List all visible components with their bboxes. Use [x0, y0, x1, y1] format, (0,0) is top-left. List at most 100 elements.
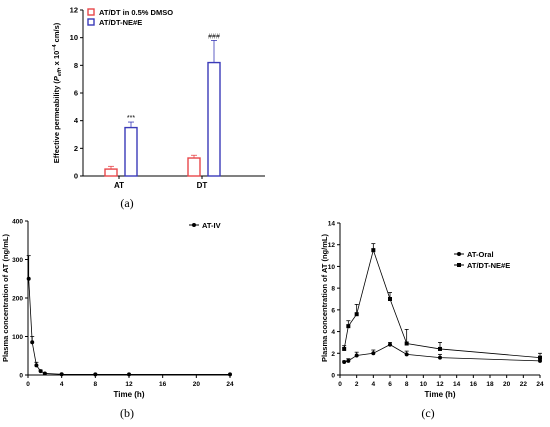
panel-c-ytick-label-2: 4 [331, 329, 335, 336]
bar-at-s1 [124, 126, 138, 177]
panel-a-xtick-label-1: DT [197, 181, 208, 190]
panel-b-xtick-label-0: 0 [26, 381, 30, 388]
panel-b-series-0-point-3 [38, 369, 43, 374]
panel-b-series-0-point-4 [42, 371, 47, 376]
panel-a-legend: AT/DT in 0.5% DMSO AT/DT-NE#E [87, 8, 173, 27]
panel-c-series-1-point-1 [346, 324, 351, 329]
panel-b-xtick-label-2: 8 [94, 381, 98, 388]
panel-a-ylabel: Effective permeability (Peff, x 10−4 cm/… [52, 22, 63, 163]
panel-c-xlabel: Time (h) [425, 390, 456, 399]
legend-label-dmso: AT/DT in 0.5% DMSO [99, 8, 173, 17]
legend-swatch-ne [87, 18, 95, 26]
panel-c-series-0-point-4 [388, 342, 392, 347]
panel-c-xtick-label-8: 16 [470, 381, 478, 388]
legend-label-at-oral: AT-Oral [467, 250, 494, 259]
panel-a: 0 2 4 6 8 10 12 AT DT *** ### Effective permeabil… [52, 6, 265, 210]
panel-c-ytick-label-7: 14 [328, 221, 336, 228]
panel-c-xtick-label-9: 18 [486, 381, 494, 388]
panel-c-series-0-point-5 [404, 352, 409, 357]
panel-c-xtick-label-3: 6 [388, 381, 392, 388]
panel-a-ytick-label-2: 4 [74, 116, 79, 125]
panel-c-series-0-point-1 [346, 358, 351, 363]
panel-c-caption: (c) [421, 406, 434, 420]
bar-annotation-dt: ### [208, 33, 220, 40]
panel-c-series-0-point-6 [438, 355, 442, 360]
panel-c-xtick-label-2: 4 [372, 381, 376, 388]
panel-c-series-0-point-3 [371, 351, 376, 356]
panel-c-series-1-point-7 [538, 355, 542, 360]
panel-b-series-0-point-7 [127, 372, 131, 377]
panel-b-xtick-label-3: 12 [125, 381, 133, 388]
legend-marker-ne [457, 263, 461, 267]
panel-b: 0 4 8 12 16 20 24 0 100 200 300 400 Plasma concentr… [1, 219, 234, 421]
panel-c-series-1-point-0 [342, 346, 347, 351]
panel-a-xtick-label-0: AT [114, 181, 124, 190]
panel-b-caption: (b) [120, 406, 134, 420]
panel-c-series-1-point-2 [354, 312, 359, 317]
panel-c-xtick-label-7: 14 [453, 381, 461, 388]
panel-c-xtick-label-12: 24 [536, 381, 544, 388]
panel-b-ytick-label-1: 100 [12, 334, 23, 341]
panel-b-ticks: 0 4 8 12 16 20 24 0 100 200 300 400 [12, 219, 234, 389]
panel-b-xtick-label-5: 20 [193, 381, 201, 388]
panel-c-ytick-label-0: 0 [331, 373, 335, 380]
panel-c-ylabel: Plasma concentration of AT (ng/mL) [320, 234, 329, 362]
panel-c-ytick-label-1: 2 [331, 351, 335, 358]
panel-b-series-0-point-1 [30, 340, 35, 345]
panel-b-series-0-point-0 [26, 276, 31, 281]
panel-b-ylabel: Plasma concentration of AT (ng/mL) [1, 234, 10, 362]
panel-c-series-1-point-5 [404, 341, 409, 346]
panel-c-xtick-label-6: 12 [436, 381, 444, 388]
panel-c-series-1-point-4 [388, 297, 392, 301]
panel-c-ytick-label-4: 8 [331, 286, 335, 293]
panel-b-series-0-point-6 [93, 372, 98, 377]
legend-swatch-dmso [87, 8, 95, 16]
panel-b-series-0-point-2 [34, 363, 39, 368]
panel-c-ytick-label-5: 10 [328, 264, 336, 271]
panel-a-ytick-label-0: 0 [74, 172, 78, 181]
panel-c-legend: AT-Oral AT/DT-NE#E [454, 250, 510, 270]
panel-c-series [342, 243, 542, 364]
panel-a-caption: (a) [120, 196, 133, 210]
panel-b-ytick-label-0: 0 [19, 373, 23, 380]
panel-a-ytick-label-6: 12 [70, 6, 78, 15]
panel-c-xtick-label-11: 22 [520, 381, 528, 388]
bar-annotation-at: *** [127, 115, 135, 122]
panel-a-bars: *** ### [104, 33, 221, 177]
panel-c-ytick-label-6: 12 [328, 242, 336, 249]
bar-at-s0 [104, 168, 118, 177]
panel-c-series-0-point-7 [538, 358, 542, 363]
legend-label-at-iv: AT-IV [202, 221, 221, 230]
legend-marker-at-iv [192, 223, 196, 227]
bar-dt-s1 [207, 61, 221, 177]
panel-b-legend: AT-IV [189, 221, 221, 230]
panel-b-series-0-point-8 [228, 372, 232, 377]
panel-c-xtick-label-0: 0 [338, 381, 342, 388]
panel-c-series-1-point-6 [438, 346, 442, 351]
panel-b-series-0-line [28, 278, 230, 375]
panel-c-series-1-line [343, 248, 541, 359]
legend-label-ne-c: AT/DT-NE#E [467, 261, 510, 270]
panel-b-xtick-label-6: 24 [226, 381, 234, 388]
bar-dt-s0 [187, 157, 201, 177]
panel-c-xtick-label-4: 8 [405, 381, 409, 388]
legend-label-ne: AT/DT-NE#E [99, 18, 142, 27]
panel-a-ytick-label-1: 2 [74, 144, 78, 153]
panel-b-xtick-label-1: 4 [60, 381, 64, 388]
panel-c-xtick-label-1: 2 [355, 381, 359, 388]
panel-c-series-1-point-3 [371, 248, 376, 253]
panel-b-ytick-label-2: 200 [12, 296, 23, 303]
panel-c-ytick-label-3: 6 [331, 307, 335, 314]
legend-marker-at-oral [457, 252, 461, 256]
panel-c-xtick-label-5: 10 [420, 381, 428, 388]
panel-c-series-0-point-2 [354, 353, 359, 358]
panel-b-series [26, 255, 232, 377]
panel-a-y-ticks: 0 2 4 6 8 10 12 AT DT [70, 6, 208, 191]
panel-b-xtick-label-4: 16 [159, 381, 167, 388]
panel-b-series-0-point-5 [59, 372, 64, 377]
panel-b-xlabel: Time (h) [114, 390, 145, 399]
panel-b-ytick-label-3: 300 [12, 257, 23, 264]
